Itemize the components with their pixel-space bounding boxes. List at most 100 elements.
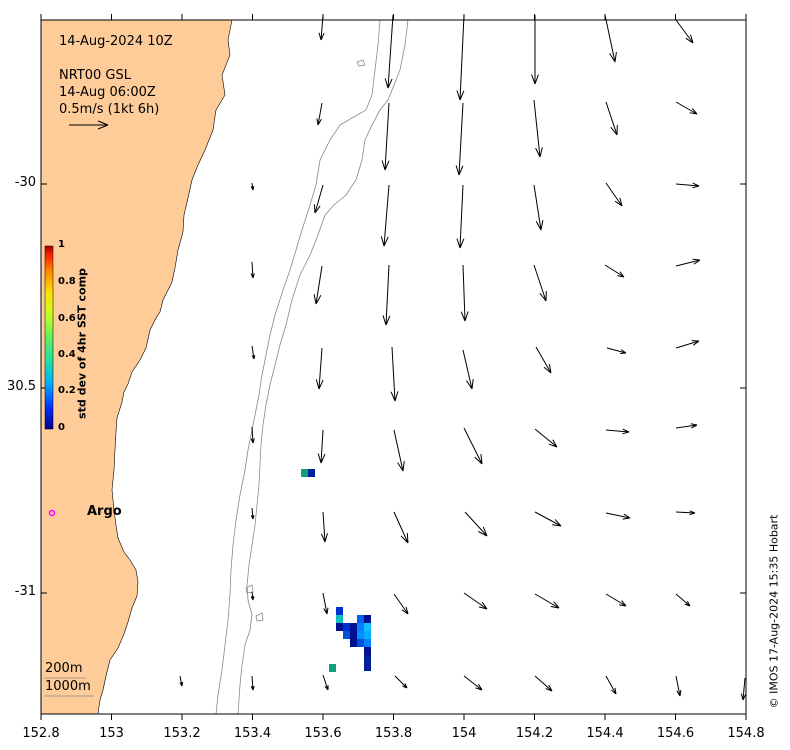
sst-pixels (301, 469, 371, 672)
current-vector-arrow (535, 346, 552, 374)
colorbar-tick-label: 0.6 (58, 313, 76, 324)
current-vector-arrow (460, 264, 469, 322)
x-axis-ticks (40, 14, 747, 720)
current-vector-arrow (675, 675, 682, 697)
current-vector-arrow (675, 423, 698, 429)
current-vector-arrow (675, 101, 698, 115)
current-vector-arrow (313, 265, 323, 305)
current-vector-arrow (534, 593, 560, 609)
current-vector-arrow (605, 593, 627, 607)
x-tick-label: 154 (451, 726, 477, 741)
credit-text: © IMOS 17-Aug-2024 15:35 Hobart (767, 514, 781, 709)
contour-1000m (237, 19, 409, 715)
current-vector-arrow (605, 182, 623, 207)
x-tick-label: 153 (99, 726, 124, 741)
current-vector-arrow (315, 347, 324, 390)
x-tick-label: 153.4 (233, 726, 272, 741)
current-vector-arrow (740, 677, 747, 701)
colorbar-title: std dev of 4hr SST comp (75, 268, 89, 419)
info-product-time: 14-Aug 06:00Z (59, 85, 156, 100)
current-vector-arrow (534, 511, 562, 527)
current-vector-arrow (605, 428, 630, 435)
current-vector-arrow (534, 675, 553, 692)
current-vector-arrow (675, 593, 691, 607)
current-vector-arrow (606, 347, 627, 354)
current-vector-arrow (322, 674, 329, 691)
info-scale: 0.5m/s (1kt 6h) (59, 102, 160, 117)
scale-arrow (69, 120, 109, 130)
current-vector-arrow (250, 182, 255, 191)
contour-islands (245, 59, 366, 622)
current-vector-arrow (394, 675, 408, 689)
colorbar (44, 245, 54, 430)
colorbar-tick-label: 0.2 (58, 385, 76, 396)
current-vector-arrow (464, 511, 488, 537)
contour-200m-label: 200m (45, 661, 83, 676)
x-tick-label: 154.2 (515, 726, 554, 741)
current-vector-arrow (250, 426, 255, 444)
current-vector-arrow (462, 349, 474, 390)
current-vector-arrow (390, 346, 399, 402)
current-vector-arrow (456, 14, 465, 101)
contour-200m (215, 19, 381, 715)
current-vector-arrow (675, 182, 700, 189)
colorbar-tick-label: 0.4 (58, 349, 76, 360)
current-vector-arrow (320, 511, 328, 543)
current-vector-arrow (533, 264, 547, 302)
x-tick-label: 152.8 (22, 726, 60, 741)
contour-1000m-label: 1000m (45, 679, 91, 694)
current-vector-arrow (250, 507, 255, 520)
info-datetime: 14-Aug-2024 10Z (59, 34, 173, 49)
current-vector-arrow (393, 511, 409, 544)
colorbar-tick-label: 0.8 (58, 276, 76, 287)
coastline-land (40, 19, 233, 715)
current-vector-arrow (322, 592, 329, 615)
current-vector-arrow (605, 512, 631, 520)
x-tick-label: 154.4 (586, 726, 624, 741)
current-vector-arrow (463, 427, 483, 465)
argo-marker (48, 509, 56, 517)
current-vector-arrow (533, 99, 543, 158)
current-vector-arrow (675, 510, 696, 516)
x-tick-label: 154.6 (656, 726, 695, 741)
x-tick-label: 153.6 (304, 726, 342, 741)
y-tick-label: 30.5 (7, 379, 36, 394)
current-vector-arrow (534, 428, 558, 448)
current-vector-arrow (455, 102, 464, 176)
current-vector-arrow (381, 102, 390, 171)
current-vector-arrow (316, 102, 323, 126)
current-vector-arrow (605, 675, 617, 695)
argo-label: Argo (87, 504, 122, 519)
current-vector-arrow (533, 184, 544, 231)
x-tick-label: 153.2 (163, 726, 201, 741)
current-vector-arrow (604, 14, 617, 63)
current-vector-arrow (250, 591, 255, 601)
colorbar-tick-label: 1 (58, 239, 65, 250)
info-product: NRT00 GSL (59, 68, 131, 83)
current-vector-arrow (605, 101, 618, 136)
y-tick-label: -30 (14, 175, 36, 190)
current-vector-arrow (531, 15, 539, 85)
colorbar-tick-label: 0 (58, 422, 65, 433)
current-vector-arrow (675, 19, 694, 44)
current-vector-arrow (250, 261, 255, 279)
current-vector-arrow (251, 345, 256, 360)
y-tick-label: -31 (14, 584, 36, 599)
current-vector-arrow (317, 429, 326, 464)
current-vector-arrow (380, 184, 390, 247)
current-vector-arrow (250, 675, 255, 691)
x-tick-label: 153.8 (374, 726, 413, 741)
current-vector-arrow (393, 593, 409, 615)
current-vector-arrow (456, 184, 465, 249)
current-vector-arrow (393, 429, 405, 472)
current-vector-arrow (463, 592, 488, 610)
x-tick-label: 154.8 (727, 726, 765, 741)
current-vector-arrow (675, 258, 701, 267)
current-vectors (179, 14, 747, 701)
current-vector-arrow (313, 184, 324, 214)
current-vector-arrow (675, 340, 700, 349)
current-vector-arrow (382, 264, 391, 326)
current-vector-arrow (604, 264, 625, 278)
current-vector-arrow (179, 675, 184, 687)
